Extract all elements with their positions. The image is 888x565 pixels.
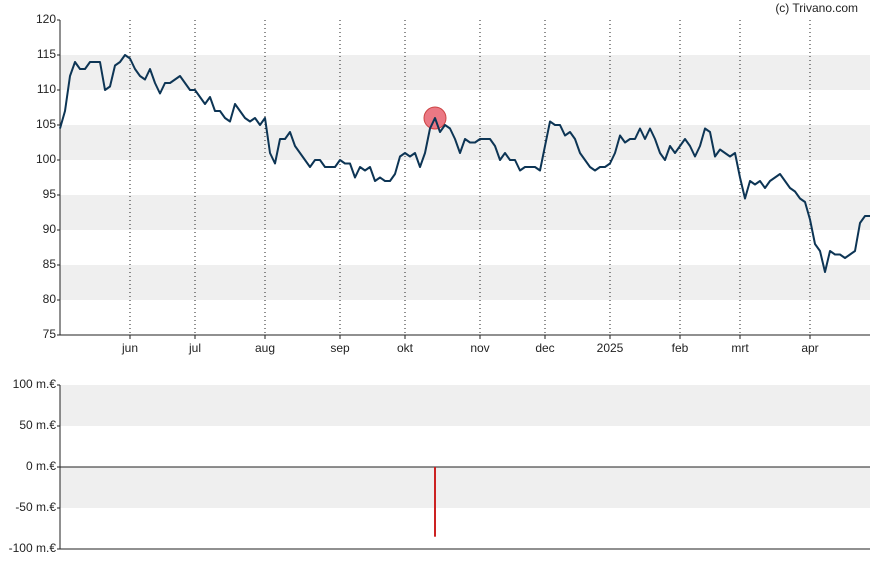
x-tick-label: apr bbox=[801, 341, 818, 355]
y-tick-label: 0 m.€ bbox=[26, 459, 56, 473]
y-tick-label: 110 bbox=[37, 82, 56, 96]
y-tick-label: 120 bbox=[36, 12, 56, 26]
y-tick-label: 100 m.€ bbox=[13, 377, 57, 391]
band bbox=[60, 265, 870, 300]
y-tick-label: 95 bbox=[43, 187, 57, 201]
x-tick-label: nov bbox=[470, 341, 489, 355]
x-tick-label: jul bbox=[188, 341, 201, 355]
x-tick-label: mrt bbox=[731, 341, 749, 355]
band bbox=[60, 385, 870, 426]
y-tick-label: 85 bbox=[43, 257, 57, 271]
x-tick-label: 2025 bbox=[597, 341, 624, 355]
x-tick-label: feb bbox=[672, 341, 689, 355]
y-tick-label: 105 bbox=[36, 117, 56, 131]
x-tick-label: sep bbox=[330, 341, 350, 355]
band bbox=[60, 125, 870, 160]
y-tick-label: -50 m.€ bbox=[15, 500, 56, 514]
y-tick-label: 50 m.€ bbox=[19, 418, 56, 432]
band bbox=[60, 55, 870, 90]
y-tick-label: 75 bbox=[43, 327, 57, 341]
bar bbox=[434, 467, 436, 537]
band bbox=[60, 467, 870, 508]
x-tick-label: okt bbox=[397, 341, 414, 355]
source: (c) Trivano.com bbox=[775, 1, 858, 15]
price-line bbox=[59, 54, 870, 273]
x-tick-label: aug bbox=[255, 341, 275, 355]
y-tick-label: -100 m.€ bbox=[9, 541, 57, 555]
y-tick-label: 80 bbox=[43, 292, 57, 306]
band bbox=[60, 195, 870, 230]
y-tick-label: 100 bbox=[36, 152, 56, 166]
x-tick-label: dec bbox=[535, 341, 554, 355]
y-tick-label: 115 bbox=[37, 47, 56, 61]
y-tick-label: 90 bbox=[43, 222, 57, 236]
x-tick-label: jun bbox=[121, 341, 138, 355]
